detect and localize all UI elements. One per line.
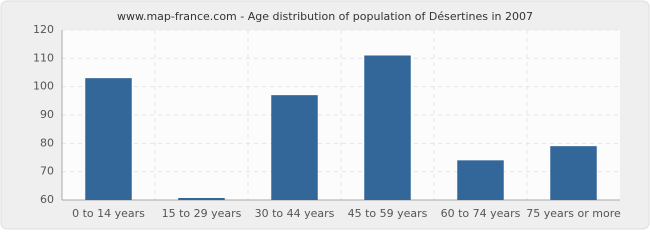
y-tick-label: 80 [40,136,54,149]
bar [271,95,318,200]
bar [178,198,225,200]
chart: www.map-france.com - Age distribution of… [0,0,650,230]
x-tick-label: 15 to 29 years [162,207,242,220]
x-tick-label: 45 to 59 years [348,207,428,220]
bar [457,160,504,200]
x-tick-label: 30 to 44 years [255,207,335,220]
y-tick-label: 120 [33,23,54,36]
x-tick-label: 75 years or more [526,207,621,220]
bar [550,146,597,200]
y-tick-label: 90 [40,108,54,121]
x-tick-label: 0 to 14 years [72,207,145,220]
chart-title: www.map-france.com - Age distribution of… [117,10,533,23]
bar [364,55,411,200]
y-tick-label: 100 [33,80,54,93]
x-tick-label: 60 to 74 years [441,207,521,220]
y-tick-label: 110 [33,51,54,64]
y-tick-label: 60 [40,193,54,206]
bar [85,78,132,200]
y-tick-label: 70 [40,165,54,178]
